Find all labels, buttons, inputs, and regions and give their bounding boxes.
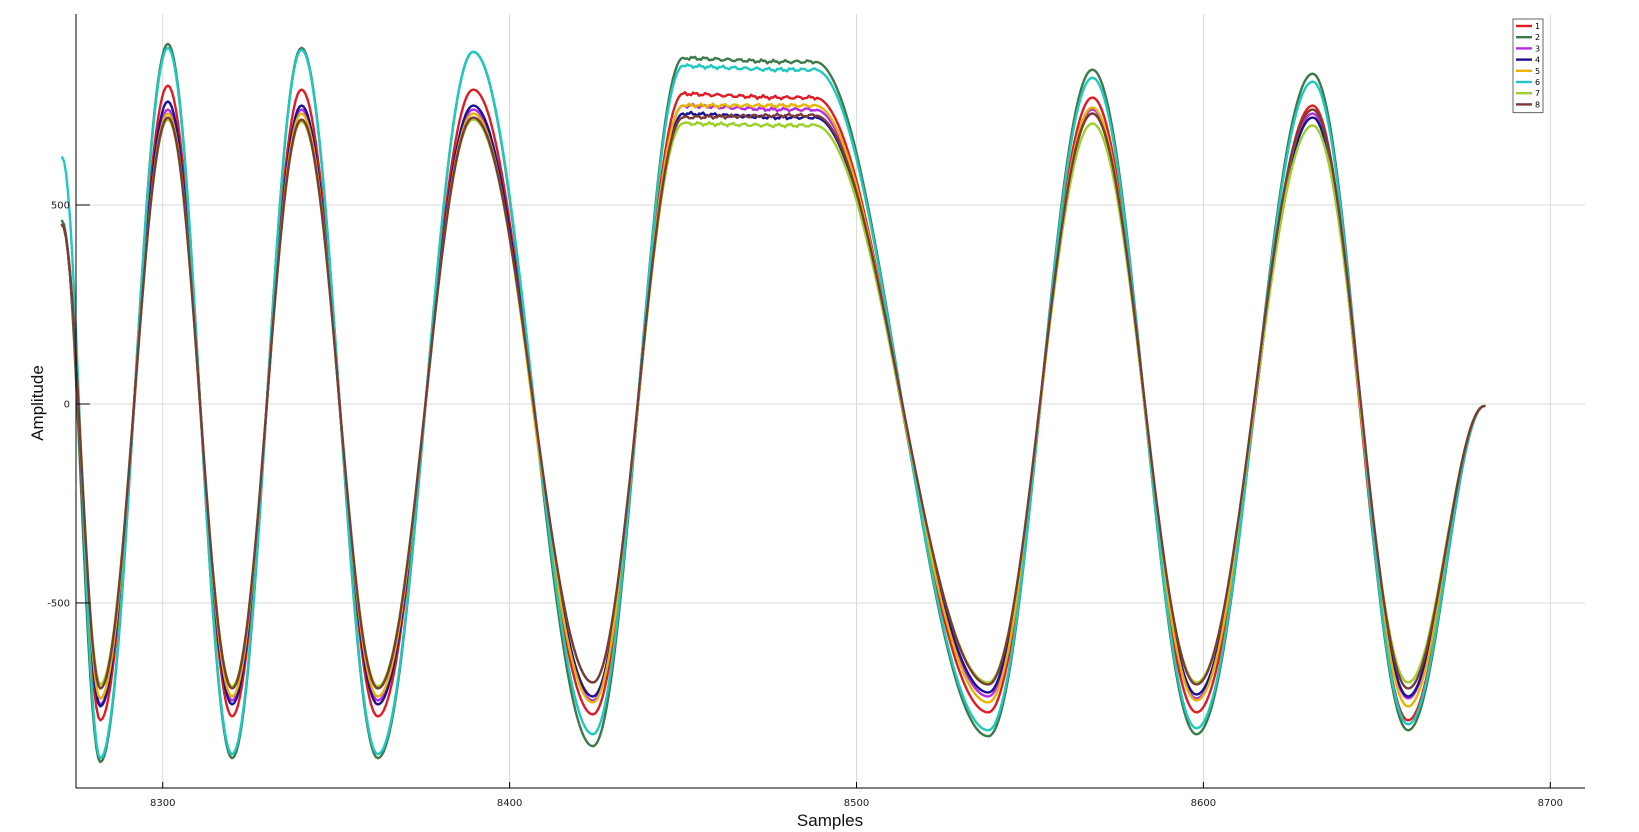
x-tick-label: 8600 (1191, 798, 1216, 809)
legend: 1 2 3 4 5 6 7 8 (1512, 18, 1544, 114)
legend-label-4: 4 (1535, 56, 1540, 65)
series-2-line (60, 42, 1486, 764)
grid (76, 14, 1585, 788)
axes (75, 14, 1585, 789)
x-tick-label: 8300 (150, 798, 175, 809)
legend-label-5: 5 (1535, 67, 1540, 76)
y-tick-label: -500 (47, 598, 70, 609)
y-tick-label: 0 (64, 399, 70, 410)
series-5-line (60, 102, 1486, 708)
x-axis-label: Samples (797, 811, 863, 830)
legend-label-2: 2 (1535, 33, 1540, 42)
x-tick-label: 8700 (1538, 798, 1563, 809)
legend-label-1: 1 (1535, 22, 1540, 31)
y-axis-label: Amplitude (28, 365, 47, 441)
series-8-line (60, 108, 1486, 690)
x-tick-label: 8400 (497, 798, 522, 809)
tick-labels: 8300 8400 8500 8600 8700 -500 0 500 (47, 201, 1563, 809)
legend-label-8: 8 (1535, 100, 1540, 109)
legend-label-7: 7 (1535, 89, 1540, 98)
x-tick-label: 8500 (844, 798, 869, 809)
legend-box (1512, 18, 1544, 114)
series-6-line (60, 46, 1486, 760)
legend-label-3: 3 (1535, 44, 1540, 53)
series-1-line (60, 84, 1486, 722)
y-tick-label: 500 (51, 201, 70, 212)
series-lines (60, 42, 1486, 764)
legend-label-6: 6 (1535, 78, 1540, 87)
